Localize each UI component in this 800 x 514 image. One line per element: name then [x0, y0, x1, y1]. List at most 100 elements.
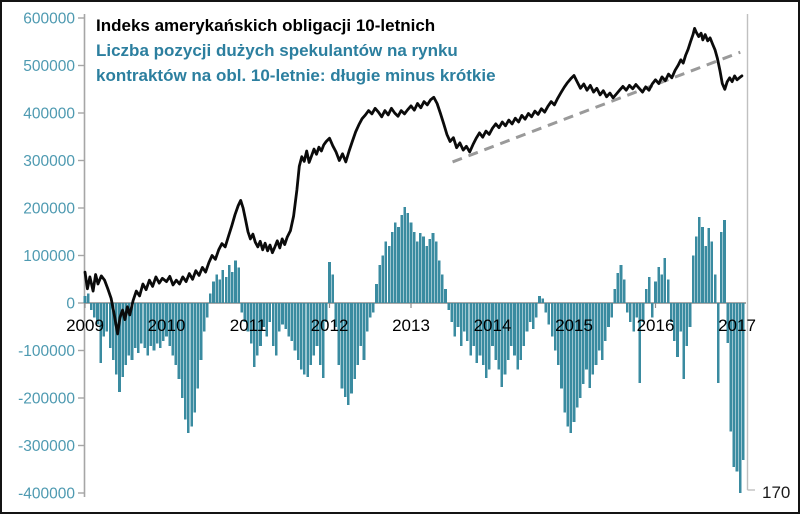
bar-net-positions	[278, 303, 281, 332]
bar-net-positions	[268, 303, 272, 322]
bar-net-positions	[108, 303, 112, 349]
bar-net-positions	[368, 303, 372, 318]
bar-net-positions	[619, 265, 623, 303]
bar-net-positions	[212, 281, 215, 304]
bar-net-positions	[588, 303, 591, 389]
bar-net-positions	[221, 269, 225, 303]
bar-net-positions	[679, 303, 682, 332]
bar-net-positions	[513, 303, 516, 356]
bar-net-positions	[293, 303, 297, 351]
bar-net-positions	[541, 298, 544, 303]
y-axis-tick-label: 100000	[23, 248, 75, 265]
bar-net-positions	[127, 303, 131, 356]
bar-net-positions	[663, 257, 667, 304]
bar-net-positions	[441, 274, 444, 303]
bar-net-positions	[231, 272, 234, 304]
bar-net-positions	[149, 303, 153, 346]
bar-net-positions	[362, 303, 366, 360]
bar-net-positions	[582, 303, 585, 384]
bar-net-positions	[594, 303, 598, 365]
bar-net-positions	[707, 227, 711, 303]
bar-net-positions	[224, 276, 228, 304]
bar-net-positions	[89, 303, 93, 311]
bar-net-positions	[422, 236, 425, 303]
bar-net-positions	[130, 303, 134, 360]
bar-net-positions	[384, 241, 388, 303]
bar-net-positions	[287, 303, 291, 337]
x-axis-year-label: 2015	[555, 316, 593, 335]
bar-net-positions	[488, 303, 491, 370]
x-axis-year-label: 2011	[230, 316, 267, 335]
bar-net-positions	[136, 303, 140, 353]
bar-net-positions	[506, 303, 510, 360]
secondary-axis-label: 170	[762, 483, 790, 502]
trendline-dashed	[452, 50, 741, 164]
bar-net-positions	[387, 246, 391, 303]
bar-net-positions	[227, 265, 231, 303]
y-axis-tick-label: 400000	[23, 106, 75, 123]
bar-net-positions	[685, 303, 689, 346]
bar-net-positions	[168, 303, 171, 346]
bar-net-positions	[271, 303, 275, 346]
bar-net-positions	[218, 279, 222, 303]
bar-net-positions	[525, 303, 529, 332]
bar-net-positions	[375, 284, 378, 303]
bar-net-positions	[462, 303, 466, 332]
bar-net-positions	[121, 303, 124, 378]
x-axis-year-label: 2017	[718, 316, 756, 335]
bar-net-positions	[629, 303, 632, 322]
bar-net-positions	[698, 217, 701, 303]
bar-net-positions	[162, 303, 165, 341]
bar-net-positions	[575, 303, 579, 408]
bar-net-positions	[406, 212, 410, 303]
bar-net-positions	[309, 303, 312, 365]
bar-net-positions	[400, 215, 403, 304]
bar-net-positions	[215, 274, 218, 303]
bar-net-positions	[243, 303, 247, 322]
bar-net-positions	[610, 303, 613, 318]
bar-net-positions	[284, 303, 287, 330]
bar-net-positions	[729, 303, 733, 432]
bar-net-positions	[252, 303, 256, 368]
bar-net-positions	[190, 303, 193, 427]
bar-net-positions	[638, 303, 642, 383]
bar-net-positions	[720, 231, 723, 303]
bar-net-positions	[428, 238, 432, 304]
bar-net-positions	[340, 303, 344, 389]
bar-net-positions	[503, 303, 507, 375]
bar-net-positions	[397, 227, 400, 303]
bar-net-positions	[604, 303, 607, 341]
bar-net-positions	[497, 303, 501, 370]
bar-net-positions	[535, 303, 538, 318]
bar-net-positions	[654, 281, 657, 304]
line-bond-index	[83, 26, 744, 336]
bar-net-positions	[158, 303, 162, 349]
bar-net-positions	[174, 303, 178, 365]
bar-net-positions	[96, 303, 99, 325]
bar-net-positions	[704, 246, 707, 303]
bar-net-positions	[691, 255, 695, 303]
bar-net-positions	[321, 303, 325, 379]
bar-net-positions	[390, 231, 394, 303]
bar-net-positions	[249, 303, 253, 344]
bar-net-positions	[456, 303, 460, 327]
bar-net-positions	[466, 303, 469, 341]
bar-net-positions	[124, 303, 128, 365]
bar-net-positions	[240, 303, 244, 313]
bar-net-positions	[365, 303, 369, 332]
bar-net-positions	[557, 303, 560, 365]
bar-net-positions	[560, 303, 563, 389]
bar-net-positions	[616, 273, 620, 303]
bar-net-positions	[318, 303, 322, 365]
bar-net-positions	[600, 303, 604, 360]
bar-net-positions	[259, 303, 262, 346]
y-axis-tick-label: -300000	[18, 438, 75, 455]
bar-net-positions	[651, 303, 654, 318]
bar-net-positions	[378, 265, 381, 303]
bar-net-positions	[199, 303, 203, 360]
bar-net-positions	[165, 303, 168, 337]
bar-net-positions	[256, 303, 259, 356]
bar-net-positions	[118, 303, 121, 392]
bar-net-positions	[710, 241, 714, 303]
bar-net-positions	[544, 303, 548, 313]
